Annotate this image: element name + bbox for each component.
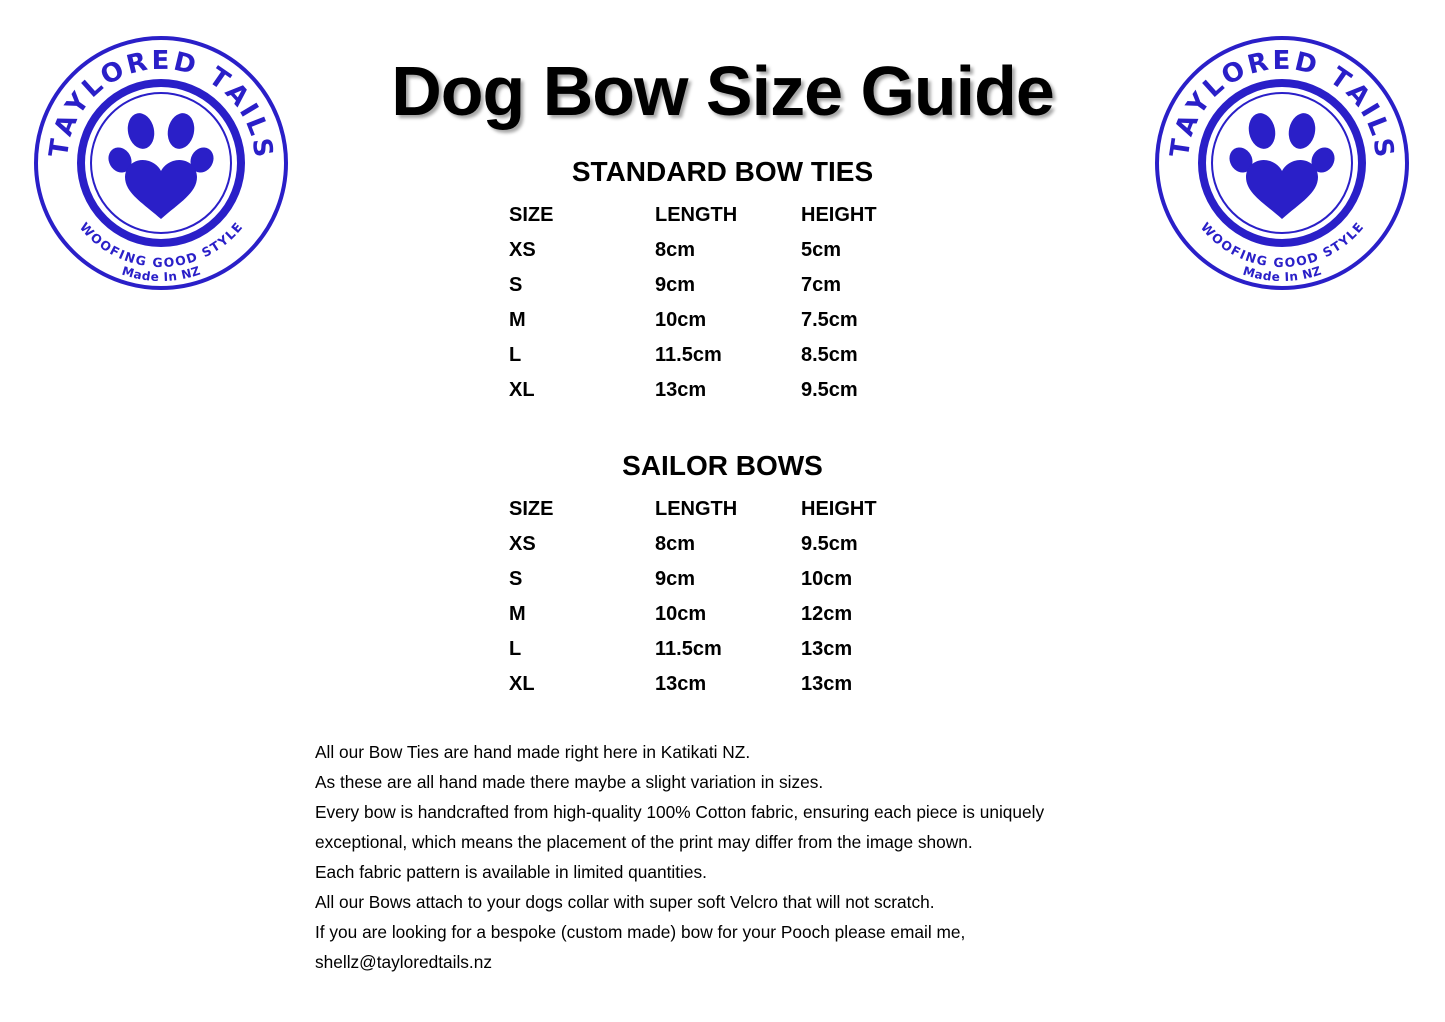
height-cell: 10cm: [801, 567, 853, 590]
length-cell: 10cm: [655, 602, 707, 625]
height-cell: 12cm: [801, 602, 853, 625]
table-row: M 10cm 7.5cm: [509, 302, 949, 337]
table-header: SIZE LENGTH HEIGHT: [509, 491, 949, 526]
standard-table: SIZE LENGTH HEIGHT XS 8cm 5cm S 9cm 7cm M 10cm 7…: [509, 197, 949, 407]
table-row: S 9cm 7cm: [509, 267, 949, 302]
length-cell: 11.5cm: [655, 637, 722, 660]
logo-lettering: [1152, 33, 1412, 293]
length-cell: 8cm: [655, 532, 696, 555]
size-cell: L: [509, 343, 522, 366]
note-line: All our Bows attach to your dogs collar …: [315, 892, 935, 912]
size-cell: S: [509, 567, 523, 590]
length-cell: 9cm: [655, 273, 696, 296]
table-header: SIZE LENGTH HEIGHT: [509, 197, 949, 232]
table-row: L 11.5cm 13cm: [509, 631, 949, 666]
note-line: exceptional, which means the placement o…: [315, 832, 973, 852]
length-cell: 13cm: [655, 378, 707, 401]
size-cell: M: [509, 602, 526, 625]
height-cell: 8.5cm: [801, 343, 858, 366]
height-cell: 5cm: [801, 238, 842, 261]
height-cell: 7cm: [801, 273, 842, 296]
table-row: XL 13cm 13cm: [509, 666, 949, 701]
notes: All our Bow Ties are hand made right her…: [315, 737, 1215, 977]
size-cell: XS: [509, 532, 536, 555]
height-cell: 13cm: [801, 672, 853, 695]
logo-left: [31, 33, 291, 293]
column-length: LENGTH: [655, 203, 738, 226]
standard-heading: STANDARD BOW TIES: [571, 156, 874, 187]
height-cell: 13cm: [801, 637, 853, 660]
table-row: M 10cm 12cm: [509, 596, 949, 631]
size-cell: M: [509, 308, 526, 331]
note-line: Every bow is handcrafted from high-quali…: [315, 802, 1045, 822]
logo-lettering: [31, 33, 291, 293]
logo-right: [1152, 33, 1412, 293]
note-line: As these are all hand made there maybe a…: [315, 772, 824, 792]
column-size: SIZE: [509, 203, 554, 226]
length-cell: 11.5cm: [655, 343, 722, 366]
sailor-heading: SAILOR BOWS: [622, 450, 823, 481]
length-cell: 9cm: [655, 567, 696, 590]
email-link[interactable]: shellz@tayloredtails.nz: [315, 952, 492, 972]
column-height: HEIGHT: [801, 203, 877, 226]
size-cell: L: [509, 637, 522, 660]
column-height: HEIGHT: [801, 497, 877, 520]
size-cell: XL: [509, 672, 535, 695]
length-cell: 8cm: [655, 238, 696, 261]
note-line: Each fabric pattern is available in limi…: [315, 862, 707, 882]
table-row: L 11.5cm 8.5cm: [509, 337, 949, 372]
sailor-table: SIZE LENGTH HEIGHT XS 8cm 9.5cm S 9cm 10cm M 10…: [509, 491, 949, 701]
size-cell: S: [509, 273, 523, 296]
table-row: XL 13cm 9.5cm: [509, 372, 949, 407]
column-length: LENGTH: [655, 497, 738, 520]
table-row: XS 8cm 9.5cm: [509, 526, 949, 561]
table-row: S 9cm 10cm: [509, 561, 949, 596]
height-cell: 7.5cm: [801, 308, 858, 331]
column-size: SIZE: [509, 497, 554, 520]
size-cell: XS: [509, 238, 536, 261]
note-line: If you are looking for a bespoke (custom…: [315, 922, 966, 942]
height-cell: 9.5cm: [801, 378, 858, 401]
table-row: XS 8cm 5cm: [509, 232, 949, 267]
page-title: Dog Bow Size Guide: [391, 52, 1055, 130]
size-cell: XL: [509, 378, 535, 401]
note-line: All our Bow Ties are hand made right her…: [315, 742, 751, 762]
length-cell: 13cm: [655, 672, 707, 695]
length-cell: 10cm: [655, 308, 707, 331]
height-cell: 9.5cm: [801, 532, 858, 555]
